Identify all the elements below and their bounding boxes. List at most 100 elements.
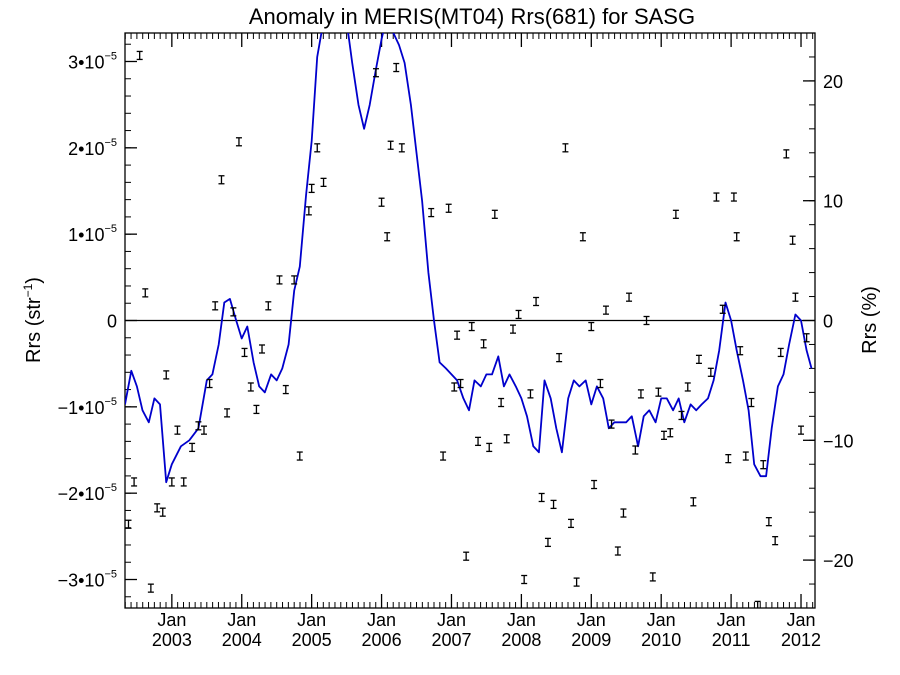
tick-mantissa: 3 (68, 52, 78, 72)
right-axis-label: Rrs (%) (859, 286, 881, 354)
data-point (305, 206, 312, 216)
data-point (384, 232, 391, 242)
data-point (163, 370, 170, 380)
x-year-label: 2006 (362, 630, 402, 650)
data-point (760, 460, 767, 470)
tick-times-ten: •10 (78, 484, 104, 504)
data-point (451, 382, 458, 392)
tick-exponent: −5 (104, 482, 117, 494)
data-point (291, 275, 298, 285)
data-point (428, 207, 435, 218)
data-point (276, 275, 283, 285)
x-month-label: Jan (157, 610, 186, 630)
data-point (783, 149, 790, 159)
data-point (168, 477, 175, 487)
data-point (136, 50, 143, 61)
data-point (174, 425, 181, 435)
tick-exponent: −5 (104, 396, 117, 408)
x-month-label: Jan (297, 610, 326, 630)
left-axis-label: Rrs (str−1) (21, 277, 45, 363)
tick-times-ten: •10 (78, 52, 104, 72)
left-tick-label: 3•10−5 (68, 50, 117, 72)
x-month-label: Jan (227, 610, 256, 630)
tick-mantissa: −3 (58, 571, 79, 591)
data-point (748, 397, 755, 408)
x-month-label: Jan (507, 610, 536, 630)
data-point (754, 600, 761, 608)
data-point (579, 232, 586, 242)
data-point (142, 288, 149, 298)
left-tick-label: 0 (107, 312, 117, 332)
left-tick-label: −2•10−5 (58, 482, 117, 504)
tick-times-ten: •10 (78, 571, 104, 591)
x-year-label: 2003 (152, 630, 192, 650)
data-point (253, 404, 260, 415)
data-point (643, 315, 650, 326)
plot-area (125, 33, 813, 608)
data-point (626, 292, 633, 302)
x-month-label: Jan (577, 610, 606, 630)
data-point (538, 492, 545, 503)
data-point (491, 209, 498, 219)
data-point (620, 508, 627, 518)
data-point (224, 408, 231, 418)
data-point (247, 382, 254, 392)
data-point (440, 451, 447, 461)
left-tick-label: −3•10−5 (58, 569, 117, 591)
data-point (591, 479, 598, 490)
data-point (655, 387, 662, 397)
data-point (678, 410, 685, 421)
tick-exponent: −5 (104, 569, 117, 581)
data-point (475, 436, 482, 447)
right-tick-label: 10 (823, 192, 843, 212)
right-axis: 20 10 0 −10 −20 (803, 32, 854, 609)
data-point (672, 209, 679, 219)
x-year-label: 2005 (292, 630, 332, 650)
data-point (235, 137, 242, 147)
data-point (597, 378, 604, 389)
tick-exponent: −5 (104, 223, 117, 235)
data-point (562, 143, 569, 153)
data-point (789, 235, 796, 245)
data-point (803, 333, 810, 343)
tick-mantissa: −2 (58, 484, 79, 504)
data-point (509, 324, 516, 334)
left-tick-label: 1•10−5 (68, 223, 117, 245)
data-point (147, 583, 154, 593)
x-month-label: Jan (437, 610, 466, 630)
data-point (649, 572, 656, 582)
data-point (608, 419, 615, 429)
data-point (667, 428, 674, 438)
data-point (798, 425, 805, 435)
data-point (372, 68, 379, 78)
data-point (632, 445, 639, 455)
data-point (468, 321, 475, 332)
data-point (733, 232, 740, 242)
data-point (189, 442, 196, 453)
right-tick-label: −10 (823, 431, 854, 451)
x-month-label: Jan (647, 610, 676, 630)
data-point (131, 477, 138, 487)
data-point (486, 442, 493, 453)
data-point (544, 537, 551, 548)
x-year-label: 2009 (571, 630, 611, 650)
series-line-relative-anomaly (125, 33, 813, 484)
x-year-label: 2010 (641, 630, 681, 650)
data-point (792, 292, 799, 302)
x-year-label: 2011 (712, 630, 751, 650)
data-point (320, 177, 327, 188)
data-point (206, 378, 213, 389)
tick-mantissa: −1 (58, 398, 79, 418)
data-point (527, 389, 534, 399)
data-point (296, 451, 303, 461)
data-point (695, 354, 702, 365)
x-year-label: 2007 (431, 630, 471, 650)
chart-title: Anomaly in MERIS(MT04) Rrs(681) for SASG (249, 4, 695, 29)
data-point (314, 143, 321, 153)
data-point (777, 347, 784, 358)
data-point (719, 304, 726, 314)
data-point (660, 430, 667, 440)
data-point (265, 301, 272, 311)
data-point (550, 499, 557, 510)
data-point (200, 425, 207, 435)
